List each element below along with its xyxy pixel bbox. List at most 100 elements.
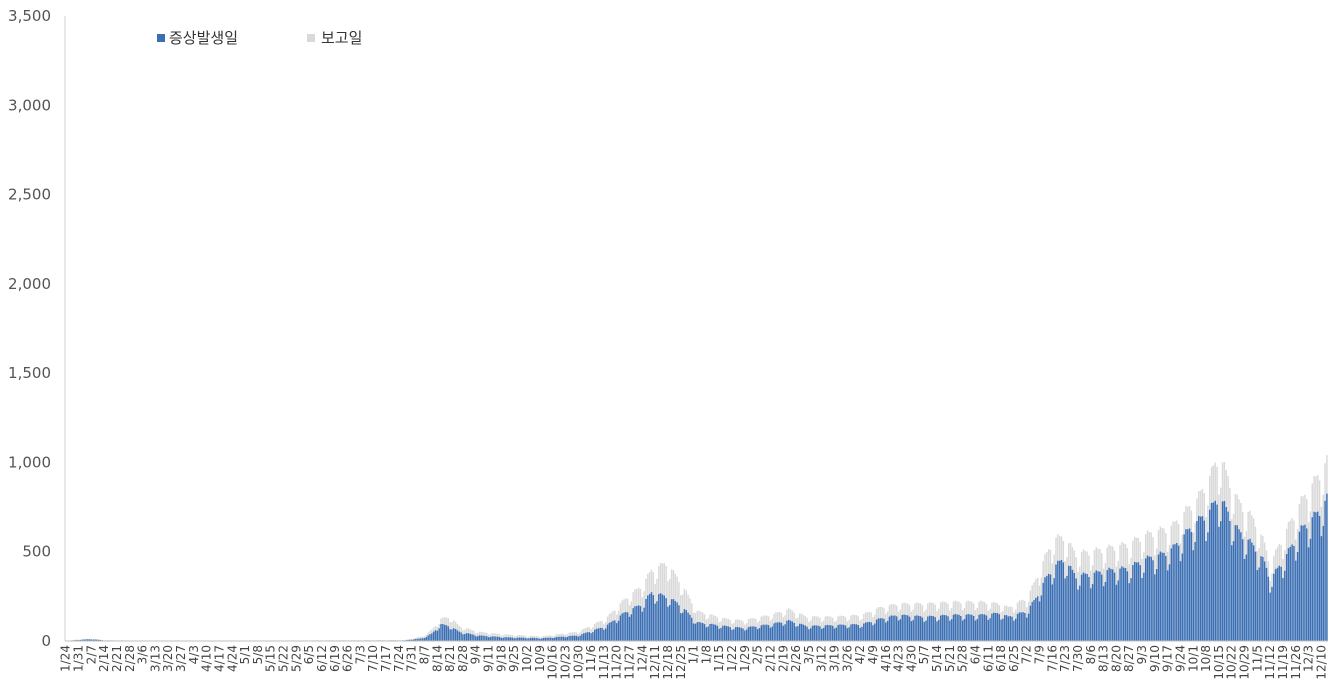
symptom-onset-bar xyxy=(758,628,761,641)
symptom-onset-bar xyxy=(892,615,894,641)
x-tick-label: 5/14 xyxy=(930,645,944,672)
symptom-onset-bar xyxy=(1315,512,1317,641)
symptom-onset-bar xyxy=(767,625,770,641)
symptom-onset-bar xyxy=(531,637,534,641)
x-tick-label: 6/26 xyxy=(341,645,355,672)
x-tick-label: 8/13 xyxy=(1097,645,1111,672)
symptom-onset-bar xyxy=(595,628,598,641)
symptom-onset-bar xyxy=(943,615,946,641)
symptom-onset-bar xyxy=(432,631,435,642)
symptom-onset-bar xyxy=(623,612,625,641)
symptom-onset-bar xyxy=(654,603,656,641)
symptom-onset-bar xyxy=(438,628,440,641)
symptom-onset-bar xyxy=(769,627,772,641)
symptom-onset-bar xyxy=(489,637,492,641)
symptom-onset-bar xyxy=(804,625,806,641)
symptom-onset-bar xyxy=(864,622,867,641)
legend-swatch-report-date xyxy=(307,34,315,42)
symptom-onset-bar xyxy=(1036,596,1039,641)
symptom-onset-bar xyxy=(1306,528,1308,641)
symptom-onset-bar xyxy=(487,637,490,641)
symptom-onset-bar xyxy=(919,616,922,641)
x-tick-label: 4/9 xyxy=(866,645,880,664)
x-tick-label: 2/12 xyxy=(763,645,777,672)
symptom-onset-bar xyxy=(513,638,515,641)
symptom-onset-bar xyxy=(1203,520,1205,641)
symptom-onset-bar xyxy=(493,636,495,641)
y-tick-label: 2,000 xyxy=(8,275,51,293)
symptom-onset-bar xyxy=(826,624,828,641)
symptom-onset-bar xyxy=(681,612,684,641)
symptom-onset-bar xyxy=(1011,616,1013,641)
y-tick-label: 3,000 xyxy=(8,96,51,114)
symptom-onset-bar xyxy=(808,629,810,641)
symptom-onset-bar xyxy=(1174,544,1176,641)
symptom-onset-bar xyxy=(828,625,830,641)
symptom-onset-bar xyxy=(1139,565,1141,641)
symptom-onset-bar xyxy=(1110,568,1112,641)
x-tick-label: 1/22 xyxy=(725,645,739,672)
symptom-onset-bar xyxy=(442,624,444,641)
symptom-onset-bar xyxy=(846,628,849,641)
y-tick-label: 1,000 xyxy=(8,453,51,471)
symptom-onset-bar xyxy=(903,614,905,641)
symptom-onset-bar xyxy=(879,618,881,641)
symptom-onset-bar xyxy=(974,620,977,641)
symptom-onset-bar xyxy=(1038,601,1041,641)
symptom-onset-bar xyxy=(910,621,913,641)
symptom-onset-bar xyxy=(700,622,702,641)
symptom-onset-bar xyxy=(628,616,631,641)
symptom-onset-bar xyxy=(1194,542,1196,641)
symptom-onset-bar xyxy=(987,619,989,641)
symptom-onset-bar xyxy=(1126,571,1129,641)
symptom-onset-bar xyxy=(1185,529,1187,641)
y-tick-label: 1,500 xyxy=(8,364,51,382)
symptom-onset-bar xyxy=(659,593,662,641)
symptom-onset-bar xyxy=(980,614,982,641)
symptom-onset-bar xyxy=(1176,542,1178,641)
symptom-onset-bar xyxy=(592,632,594,641)
symptom-onset-bar xyxy=(1311,517,1313,641)
x-tick-label: 9/17 xyxy=(1161,645,1175,672)
symptom-onset-bar xyxy=(936,621,938,641)
symptom-onset-bar xyxy=(548,637,550,642)
symptom-onset-bar xyxy=(874,623,876,641)
x-tick-label: 7/10 xyxy=(366,645,380,672)
symptom-onset-bar xyxy=(1187,529,1189,641)
symptom-onset-bar xyxy=(1263,561,1266,641)
x-tick-label: 12/25 xyxy=(674,645,688,680)
symptom-onset-bar xyxy=(897,620,900,641)
symptom-onset-bar xyxy=(621,613,623,641)
symptom-onset-bar xyxy=(1282,578,1284,641)
x-tick-label: 4/17 xyxy=(213,645,227,672)
symptom-onset-bar xyxy=(440,624,442,642)
symptom-onset-bar xyxy=(930,616,933,641)
symptom-onset-bar xyxy=(883,618,885,641)
symptom-onset-bar xyxy=(1122,567,1125,641)
symptom-onset-bar xyxy=(848,627,850,641)
symptom-onset-bar xyxy=(756,629,759,641)
symptom-onset-bar xyxy=(1024,612,1026,641)
symptom-onset-bar xyxy=(511,637,514,641)
symptom-onset-bar xyxy=(636,605,638,641)
symptom-onset-bar xyxy=(643,607,645,641)
symptom-onset-bar xyxy=(1146,555,1149,641)
symptom-onset-bar xyxy=(1069,566,1072,641)
symptom-onset-bar xyxy=(420,638,422,641)
symptom-onset-bar xyxy=(837,624,839,641)
symptom-onset-bar xyxy=(529,637,532,641)
x-tick-label: 7/16 xyxy=(1045,645,1059,672)
x-tick-label: 3/26 xyxy=(840,645,854,672)
y-tick-label: 2,500 xyxy=(8,186,51,204)
symptom-onset-bar xyxy=(859,627,861,641)
symptom-onset-bar xyxy=(495,636,497,641)
symptom-onset-bar xyxy=(712,624,715,641)
symptom-onset-bar xyxy=(537,638,539,641)
symptom-onset-bar xyxy=(83,639,85,641)
symptom-onset-bar xyxy=(831,625,834,641)
symptom-onset-bar xyxy=(1317,511,1319,642)
symptom-onset-bar xyxy=(1064,578,1066,641)
symptom-onset-bar xyxy=(852,623,854,641)
symptom-onset-bar xyxy=(1293,546,1295,641)
x-tick-label: 11/5 xyxy=(1250,645,1264,672)
